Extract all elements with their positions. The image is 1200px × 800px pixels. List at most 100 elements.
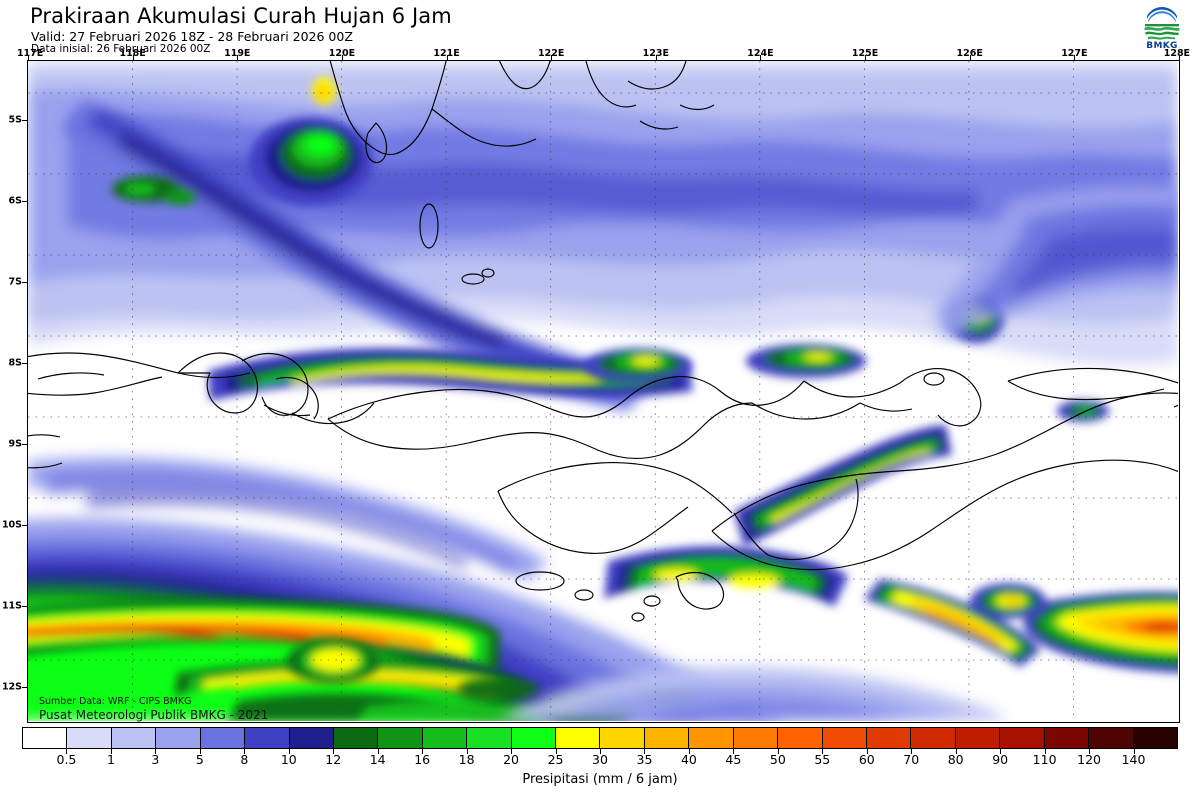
colorbar-swatch[interactable] <box>333 728 379 748</box>
lat-tick <box>22 444 27 445</box>
lat-tick-label: 8S <box>8 357 22 369</box>
colorbar-tick-label: 14 <box>369 752 386 767</box>
colorbar-tick <box>644 749 646 754</box>
colorbar-swatch[interactable] <box>378 728 423 748</box>
precip-band-northwest <box>63 99 648 411</box>
colorbar-tick <box>555 749 557 754</box>
colorbar-tick-label: 110 <box>1032 752 1057 767</box>
colorbar-tick-label: 120 <box>1077 752 1101 767</box>
lat-tick <box>22 363 27 364</box>
lon-tick <box>760 55 762 60</box>
bmkg-emblem-icon <box>1142 3 1182 43</box>
colorbar-swatch[interactable] <box>822 728 868 748</box>
lat-tick <box>22 201 27 202</box>
colorbar-swatch[interactable] <box>1000 728 1045 748</box>
colorbar-tick <box>733 749 735 754</box>
colorbar-tick <box>1044 749 1046 754</box>
colorbar-swatch[interactable] <box>600 728 645 748</box>
graticule <box>28 61 1178 721</box>
lat-tick <box>22 282 27 283</box>
colorbar-tick-label: 20 <box>503 752 520 767</box>
colorbar-tick-label: 25 <box>547 752 564 767</box>
colorbar-tick <box>1089 749 1091 754</box>
lon-tick-label: 124E <box>747 48 774 59</box>
lon-tick-label: 128E <box>1163 48 1191 59</box>
precip-haze-northeast <box>934 185 1178 339</box>
lat-tick <box>22 687 27 688</box>
bmkg-logo: BMKG <box>1140 3 1184 55</box>
lon-tick <box>237 55 239 60</box>
colorbar-swatch[interactable] <box>1044 728 1090 748</box>
colorbar-swatch[interactable] <box>200 728 246 748</box>
lon-tick-label: 121E <box>433 48 460 59</box>
colorbar-swatch[interactable] <box>245 728 290 748</box>
colorbar-tick-label: 45 <box>725 752 742 767</box>
colorbar-tick-label: 80 <box>947 752 964 767</box>
colorbar-tick <box>466 749 468 754</box>
colorbar-tick-label: 18 <box>458 752 475 767</box>
lon-tick-label: 125E <box>851 48 879 59</box>
lon-tick-label: 118E <box>119 48 146 59</box>
precip-band-timor-barat <box>734 425 952 547</box>
colorbar-tick <box>377 749 379 754</box>
colorbar-tick <box>600 749 601 754</box>
colorbar-caption: Presipitasi (mm / 6 jam) <box>522 772 678 787</box>
colorbar-swatch[interactable] <box>689 728 734 748</box>
colorbar-tick-label: 3 <box>151 752 160 767</box>
colorbar-tick-label: 10 <box>280 752 297 767</box>
colorbar-tick-label: 70 <box>903 752 920 767</box>
lat-tick-label: 7S <box>8 276 22 288</box>
colorbar-swatch[interactable] <box>289 728 334 748</box>
colorbar-tick-label: 40 <box>680 752 697 767</box>
lon-tick-label: 122E <box>538 48 565 59</box>
colorbar-tick <box>911 749 913 754</box>
precip-cell-sulawesi-selatan <box>249 77 373 205</box>
lat-tick-label: 9S <box>8 438 22 450</box>
precip-cells-laut-timor <box>864 579 1178 674</box>
bmkg-logo-label: BMKG <box>1146 41 1178 51</box>
colorbar-swatch[interactable] <box>1133 728 1177 748</box>
lat-tick <box>22 606 27 607</box>
lat-tick <box>22 525 27 526</box>
map-canvas <box>28 61 1178 721</box>
colorbar-swatch[interactable] <box>867 728 912 748</box>
colorbar-swatch[interactable] <box>556 728 601 748</box>
colorbar-swatch[interactable] <box>955 728 1001 748</box>
colorbar-swatch[interactable] <box>511 728 557 748</box>
colorbar-swatch[interactable] <box>644 728 690 748</box>
colorbar-tick <box>1000 749 1002 754</box>
colorbar-tick <box>422 749 424 754</box>
colorbar-swatch[interactable] <box>1089 728 1134 748</box>
lon-tick-label: 127E <box>1061 48 1088 59</box>
colorbar-tick-label: 55 <box>814 752 831 767</box>
lon-tick <box>446 55 448 60</box>
colorbar-swatch[interactable] <box>422 728 468 748</box>
lon-tick-label: 126E <box>956 48 983 59</box>
colorbar-tick-label: 12 <box>325 752 342 767</box>
lon-tick-label: 123E <box>642 48 669 59</box>
colorbar-tick-label: 5 <box>195 752 204 767</box>
colorbar-swatch[interactable] <box>467 728 512 748</box>
colorbar-tick <box>244 749 246 754</box>
colorbar-swatch[interactable] <box>778 728 823 748</box>
lon-tick <box>655 55 657 60</box>
colorbar-swatch[interactable] <box>156 728 201 748</box>
colorbar-tick <box>777 749 779 754</box>
colorbar-labels: 0.5 1 3 5 8 10 12 14 16 18 20 25 30 35 40 45 50 55 60 70 80 9… <box>22 752 1178 770</box>
lon-tick <box>28 55 29 60</box>
colorbar-swatch[interactable] <box>911 728 956 748</box>
colorbar[interactable] <box>22 727 1178 749</box>
coastlines <box>28 61 1178 622</box>
valid-period-text: Valid: 27 Februari 2026 18Z - 28 Februar… <box>31 29 353 44</box>
colorbar-swatch[interactable] <box>23 728 68 748</box>
colorbar-ticks <box>22 749 1178 757</box>
colorbar-swatch[interactable] <box>733 728 779 748</box>
precip-cell-selat-makassar <box>112 176 196 205</box>
lat-tick-label: 12S <box>1 681 22 693</box>
colorbar-swatch[interactable] <box>111 728 157 748</box>
colorbar-tick-label: 8 <box>240 752 249 767</box>
precipitation-map[interactable] <box>27 60 1180 723</box>
colorbar-tick <box>110 749 112 754</box>
colorbar-tick-label: 35 <box>636 752 653 767</box>
colorbar-swatch[interactable] <box>67 728 112 748</box>
